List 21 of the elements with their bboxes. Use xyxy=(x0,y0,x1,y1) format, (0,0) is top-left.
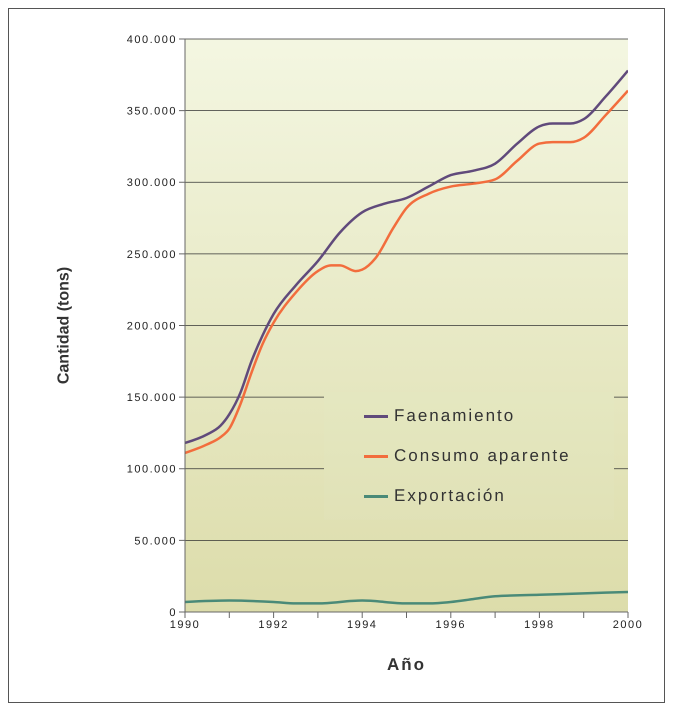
y-tick-label: 250.000 xyxy=(126,248,177,261)
x-tick-label: 1990 xyxy=(170,618,200,631)
y-tick-label: 300.000 xyxy=(126,177,177,190)
x-tick-label: 2000 xyxy=(612,618,644,631)
x-tick-label: 1996 xyxy=(436,618,466,631)
x-axis-title: Año xyxy=(386,655,426,674)
legend-label: Consumo aparente xyxy=(394,446,571,466)
legend-label: Exportación xyxy=(394,486,506,506)
y-tick-label: 400.000 xyxy=(126,34,177,46)
y-tick-label: 350.000 xyxy=(126,106,177,118)
y-tick-label: 50.000 xyxy=(134,535,177,548)
legend-label: Faenamiento xyxy=(394,406,516,426)
y-tick-label: 100.000 xyxy=(126,464,177,476)
x-tick-label: 1992 xyxy=(258,618,289,631)
y-tick-label: 150.000 xyxy=(126,392,177,404)
x-tick-label: 1998 xyxy=(524,618,555,631)
line-series xyxy=(185,590,628,605)
y-axis-title: Cantidad (tons) xyxy=(56,266,73,384)
y-tick-label: 0 xyxy=(169,606,177,619)
y-tick-label: 200.000 xyxy=(126,320,177,332)
x-tick-label: 1994 xyxy=(346,618,378,631)
